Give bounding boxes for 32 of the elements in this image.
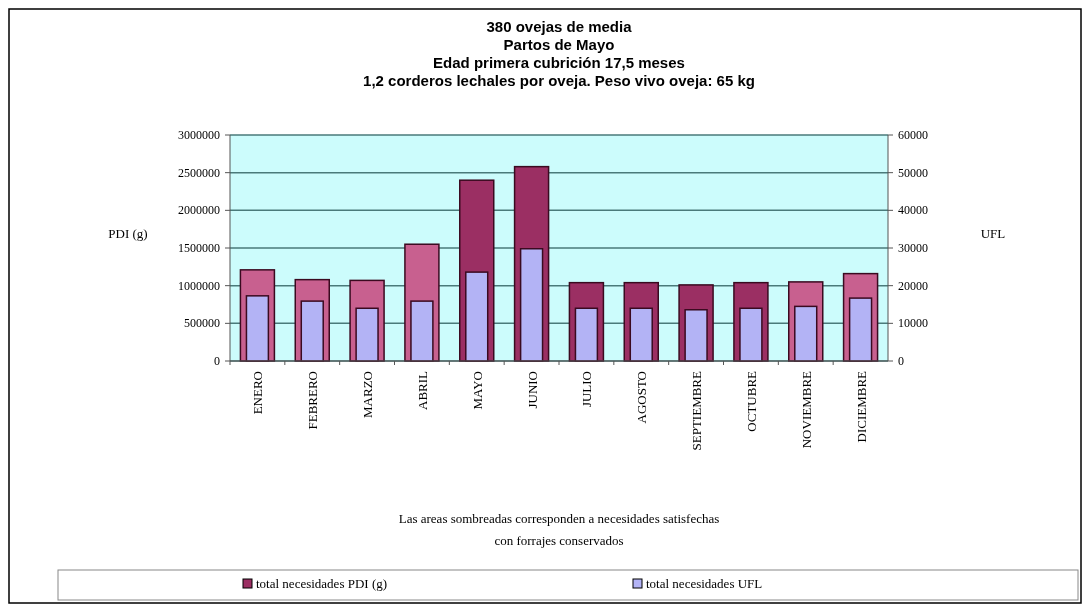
y-tick-label: 500000 [184, 316, 220, 331]
x-tick-label: SEPTIEMBRE [689, 370, 705, 451]
x-tick-label: MARZO [360, 371, 376, 418]
x-tick-label: ABRIL [414, 370, 430, 410]
x-tick-label: NOVIEMBRE [798, 370, 814, 449]
y-tick-label: 0 [214, 354, 220, 368]
y-tick-label: 1000000 [178, 278, 220, 293]
x-tick-label: AGOSTO [634, 371, 650, 424]
x-tick-label: MAYO [469, 371, 485, 410]
y-axis-title: PDI (g) [108, 226, 148, 241]
y2-tick-label: 60000 [898, 128, 928, 142]
y2-axis-title: UFL [980, 226, 1006, 241]
legend-label: total necesidades PDI (g) [256, 576, 388, 591]
y-tick-label: 3000000 [178, 128, 220, 142]
y2-tick-label: 0 [898, 354, 904, 368]
x-tick-label: OCTUBRE [743, 370, 759, 432]
chart-title: 380 ovejas de media Partos de Mayo Edad primera cubrición 17,5 meses 1,2 corderos lechales por oveja. Peso vivo oveja: 65 kg [363, 18, 755, 89]
y-tick-label: 1500000 [178, 241, 220, 255]
x-tick-label: DICIEMBRE [853, 370, 869, 443]
legend-label: total necesidades UFL [646, 576, 763, 591]
x-tick-label: ENERO [250, 371, 266, 415]
y2-tick-label: 50000 [898, 165, 928, 180]
y2-tick-label: 30000 [898, 241, 928, 255]
x-tick-label: JULIO [579, 371, 595, 408]
y-tick-label: 2000000 [178, 203, 220, 218]
x-tick-label: FEBRERO [305, 371, 321, 430]
y2-tick-label: 20000 [898, 278, 928, 293]
y2-tick-label: 40000 [898, 203, 928, 218]
y2-tick-label: 10000 [898, 316, 928, 331]
y-tick-label: 2500000 [178, 165, 220, 180]
x-tick-label: JUNIO [524, 371, 540, 409]
text: Las areas sombreadas corresponden a necesidades satisfechas con forrajes conservados [398, 511, 720, 548]
